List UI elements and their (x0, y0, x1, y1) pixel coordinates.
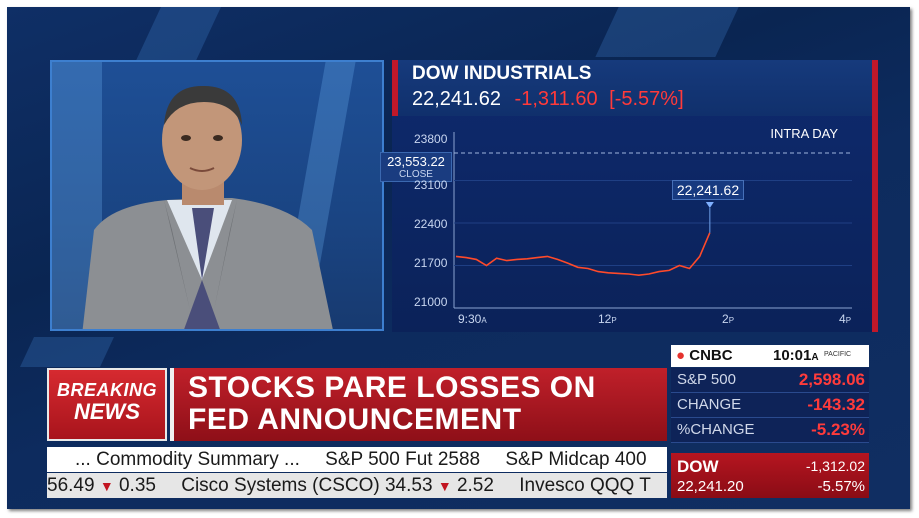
clock: 10:01A (773, 347, 819, 364)
ticker-top: ... Commodity Summary ... S&P 500 Fut 25… (47, 447, 667, 472)
dow-summary: DOW -1,312.02 22,241.20 -5.57% (671, 453, 869, 498)
dow-pct: -5.57% (817, 478, 865, 495)
ticker-prev-value: 56.49 (47, 475, 95, 496)
stat-row: S&P 500 2,598.06 (671, 368, 869, 393)
anchor-person (82, 85, 333, 329)
y-tick: 23100 (414, 178, 448, 192)
headline-banner: STOCKS PARE LOSSES ON FED ANNOUNCEMENT (170, 368, 667, 441)
close-value: 23,553.22 (387, 154, 445, 169)
ticker-prev-change: 0.35 (118, 475, 156, 496)
y-tick: 21000 (414, 295, 448, 309)
stat-value: 2,598.06 (798, 370, 865, 389)
x-tick: 9:30A (458, 312, 487, 326)
x-tick: 2P (722, 312, 735, 326)
ticker-item: S&P 500 Fut 2588 (325, 449, 481, 470)
stat-label: CHANGE (677, 396, 742, 413)
y-tick: 23800 (414, 132, 448, 146)
x-tick: 12P (598, 312, 617, 326)
y-tick: 22400 (414, 217, 448, 231)
close-label: CLOSE (399, 169, 433, 180)
y-tick: 21700 (414, 256, 448, 270)
breaking-news-badge: BREAKING NEWS (47, 368, 167, 441)
ticker-item: Cisco Systems (CSCO) 34.53 (181, 475, 433, 496)
last-price-pointer (705, 202, 714, 208)
stat-label: S&P 500 (677, 371, 736, 388)
dow-change: -1,312.02 (805, 458, 865, 474)
period-label: INTRA DAY (770, 126, 838, 141)
broadcast-frame: DOW INDUSTRIALS 22,241.62 -1,311.60 [-5.… (7, 7, 910, 509)
percent-change: [-5.57%] (609, 88, 684, 110)
last-price: 22,241.62 (412, 88, 501, 110)
light-beam (20, 337, 114, 367)
last-price-tag: 22,241.62 (671, 180, 745, 200)
news-label: NEWS (74, 399, 140, 424)
timezone: PACIFIC (824, 351, 852, 358)
dow-label: DOW (677, 457, 719, 476)
ticker-change: 2.52 (456, 475, 494, 496)
ticker-item: S&P Midcap 400 (505, 449, 647, 470)
dow-price-line (455, 232, 711, 277)
chart-title: DOW INDUSTRIALS (412, 63, 592, 84)
price-change: -1,311.60 (514, 88, 598, 110)
breaking-label: BREAKING (56, 380, 157, 400)
down-arrow-icon: ▼ (437, 478, 452, 494)
anchor-video (50, 60, 384, 331)
cnbc-logo: ● CNBC (676, 347, 733, 364)
x-tick: 4P (839, 312, 852, 326)
stat-value: -5.23% (811, 420, 865, 439)
headline: STOCKS PARE LOSSES ON FED ANNOUNCEMENT (188, 372, 596, 436)
headline-line-2: FED ANNOUNCEMENT (188, 403, 522, 436)
brand-row: ● CNBC 10:01A PACIFIC (671, 345, 869, 367)
headline-line-1: STOCKS PARE LOSSES ON (188, 371, 596, 404)
down-arrow-icon: ▼ (99, 478, 114, 494)
ticker-item: ... Commodity Summary ... (75, 449, 300, 470)
market-sidebox: ● CNBC 10:01A PACIFIC S&P 500 2,598.06 C… (671, 345, 869, 498)
light-beam (133, 7, 221, 67)
stat-value: -143.32 (807, 395, 865, 414)
stat-label: %CHANGE (677, 421, 755, 438)
dow-chart-panel: DOW INDUSTRIALS 22,241.62 -1,311.60 [-5.… (380, 60, 878, 332)
stat-row: %CHANGE -5.23% (671, 418, 869, 443)
chart-quote: 22,241.62 -1,311.60 [-5.57%] (412, 88, 684, 111)
prev-close-tag: 23,553.22 CLOSE (380, 152, 452, 182)
stat-row: CHANGE -143.32 (671, 393, 869, 418)
ticker-item: Invesco QQQ T (519, 475, 651, 496)
price-chart (453, 132, 852, 309)
ticker-bottom: 56.49 ▼ 0.35 Cisco Systems (CSCO) 34.53 … (47, 473, 667, 498)
light-beam (595, 7, 739, 57)
chart-header: DOW INDUSTRIALS 22,241.62 -1,311.60 [-5.… (392, 60, 872, 116)
dow-value: 22,241.20 (677, 478, 744, 495)
